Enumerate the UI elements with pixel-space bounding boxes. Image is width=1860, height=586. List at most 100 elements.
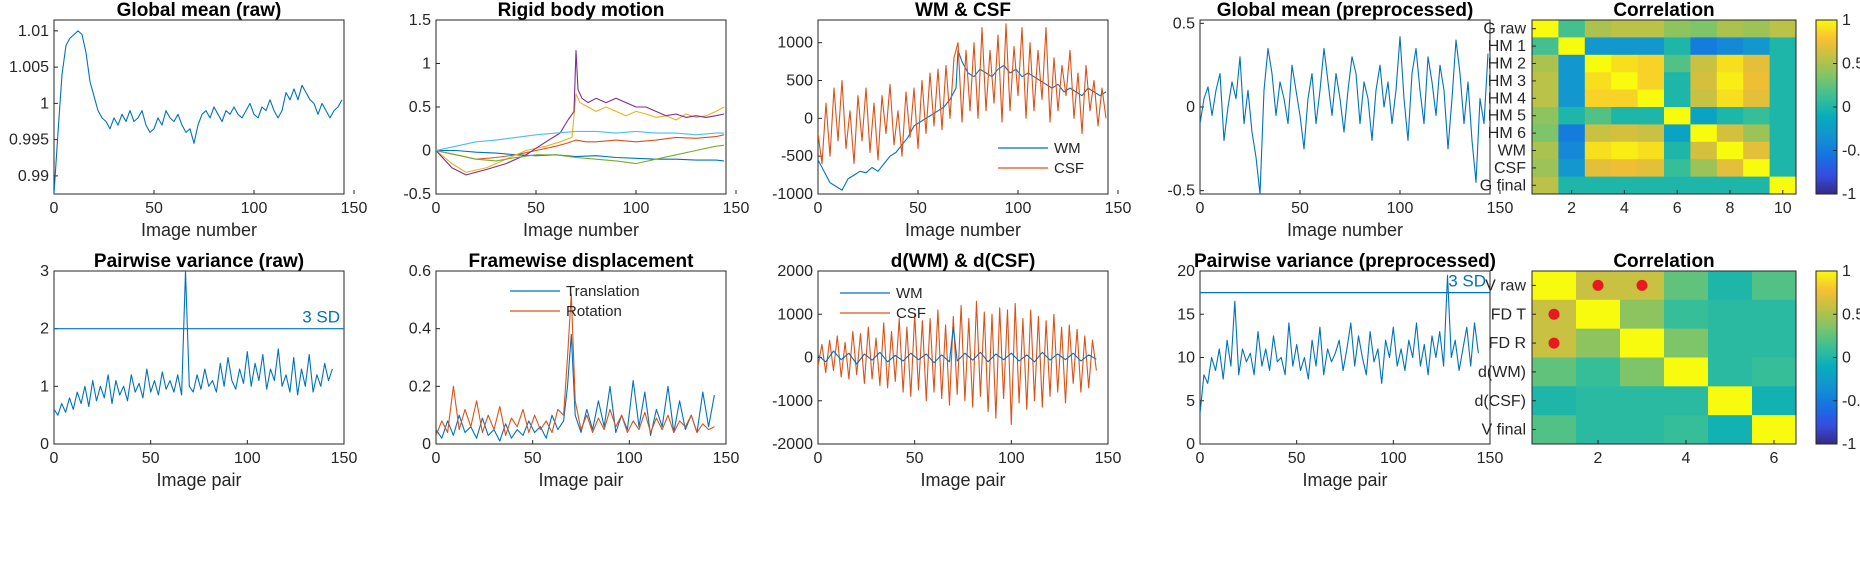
- y-tick-label: -0.5: [1167, 183, 1195, 200]
- x-axis-label: Image pair: [156, 470, 241, 490]
- y-tick-label: -2000: [772, 436, 813, 453]
- y-tick-label: FD T: [1491, 306, 1526, 323]
- heatmap-cell: [1769, 37, 1797, 56]
- heatmap-cell: [1558, 124, 1586, 143]
- threshold-label: 3 SD: [1448, 272, 1486, 291]
- y-tick-label: 1.005: [9, 59, 49, 76]
- y-tick-label: HM 6: [1488, 125, 1526, 142]
- heatmap-cell: [1716, 37, 1744, 56]
- heatmap-cell: [1637, 159, 1665, 178]
- heatmap-cell: [1637, 124, 1665, 143]
- colorbar-tick-label: -0.5: [1842, 393, 1860, 410]
- x-tick-label: 50: [1291, 200, 1309, 217]
- legend-entry: WM: [1054, 140, 1081, 157]
- y-tick-label: 0: [422, 143, 431, 160]
- series-line-0: [818, 49, 1107, 191]
- x-tick-label: 0: [50, 450, 59, 467]
- y-tick-label: d(CSF): [1474, 393, 1526, 410]
- x-tick-label: 50: [145, 200, 163, 217]
- heatmap-cell: [1532, 141, 1559, 160]
- heatmap-cell: [1532, 20, 1559, 38]
- chart-title: Framewise displacement: [469, 251, 695, 272]
- x-tick-label: 50: [524, 450, 542, 467]
- heatmap-cell: [1532, 107, 1559, 125]
- series-line-5: [436, 130, 724, 152]
- heatmap-cell: [1558, 37, 1586, 56]
- x-tick-label: 100: [623, 200, 650, 217]
- y-tick-label: d(WM): [1478, 364, 1526, 381]
- heatmap-cell: [1769, 54, 1797, 73]
- panel-p1: Global mean (raw) 0 50 100 150 0.99 0.995 1 1.00…: [9, 0, 367, 240]
- x-tick-label: 6: [1673, 200, 1682, 217]
- axes-box: [53, 270, 345, 445]
- heatmap-cell: [1690, 54, 1718, 73]
- x-tick-label: 50: [1288, 450, 1306, 467]
- heatmap-cell: [1584, 20, 1612, 38]
- heatmap-cell: [1708, 271, 1753, 301]
- heatmap-cell: [1558, 89, 1586, 108]
- panel-p3: WM & CSF 0 50 100 150 -1000 -500 0 500 1000 Image …: [772, 0, 1131, 240]
- heatmap-cell: [1637, 107, 1665, 125]
- x-tick-label: 50: [142, 450, 160, 467]
- x-tick-label: 150: [1477, 450, 1504, 467]
- heatmap-cell: [1743, 107, 1771, 125]
- heatmap-cell: [1769, 72, 1797, 91]
- heatmap-cell: [1743, 20, 1771, 38]
- chart-title: WM & CSF: [915, 0, 1011, 21]
- heatmap-cell: [1664, 299, 1709, 330]
- y-tick-label: -1000: [772, 186, 813, 203]
- heatmap-cell: [1716, 107, 1744, 125]
- y-tick-label: 1: [40, 95, 49, 112]
- y-tick-label: 0: [1186, 99, 1195, 116]
- panel-p7: Framewise displacement 0 50 100 150 0 0.2 0.4 0.…: [409, 251, 740, 490]
- y-tick-label: -1000: [772, 393, 813, 410]
- axes-box: [817, 19, 1109, 195]
- series-line-1: [818, 23, 1107, 165]
- x-axis-label: Image number: [523, 220, 639, 240]
- x-tick-label: 0: [1196, 200, 1205, 217]
- heatmap-cell: [1532, 124, 1559, 143]
- heatmap-cell: [1532, 415, 1577, 445]
- heatmap-cell: [1769, 124, 1797, 143]
- heatmap-cell: [1584, 89, 1612, 108]
- heatmap-cell: [1637, 20, 1665, 38]
- heatmap-cell: [1532, 89, 1559, 108]
- colorbar-tick-label: -0.5: [1842, 143, 1860, 160]
- heatmap-cell: [1611, 159, 1639, 178]
- y-tick-label: 10: [1177, 350, 1195, 367]
- panel-p9: Pairwise variance (preprocessed)0 50 100 15…: [1177, 251, 1503, 490]
- heatmap-cell: [1664, 54, 1691, 73]
- legend-entry: Translation: [566, 283, 640, 300]
- y-tick-label: FD R: [1489, 335, 1526, 352]
- heatmap-cell: [1532, 37, 1559, 56]
- x-tick-label: 4: [1620, 200, 1629, 217]
- heatmap-cell: [1611, 176, 1639, 195]
- x-tick-label: 0: [432, 450, 441, 467]
- x-tick-label: 150: [723, 200, 750, 217]
- x-tick-label: 8: [1726, 200, 1735, 217]
- x-tick-label: 2: [1594, 450, 1603, 467]
- heatmap-cell: [1708, 299, 1753, 330]
- heatmap-cell: [1664, 357, 1709, 387]
- heatmap-cell: [1637, 37, 1665, 56]
- heatmap-cell: [1769, 20, 1797, 38]
- heatmap-cell: [1769, 107, 1797, 125]
- heatmap-cell: [1716, 176, 1744, 195]
- y-tick-label: 1000: [777, 35, 813, 52]
- heatmap-cell: [1532, 386, 1577, 416]
- series-line-3: [436, 49, 725, 176]
- significance-marker: [1636, 279, 1648, 291]
- series-line-0: [436, 333, 715, 442]
- heatmap-cell: [1708, 328, 1753, 358]
- heatmap-cell: [1584, 159, 1612, 178]
- series-line-4: [436, 144, 725, 165]
- heatmap-cell: [1664, 328, 1709, 358]
- chart-title: Global mean (raw): [117, 0, 282, 21]
- heatmap-cell: [1584, 176, 1612, 195]
- heatmap-cell: [1532, 271, 1577, 301]
- series-line-0: [54, 30, 343, 194]
- legend-entry: WM: [896, 285, 923, 302]
- heatmap-cell: [1576, 328, 1621, 358]
